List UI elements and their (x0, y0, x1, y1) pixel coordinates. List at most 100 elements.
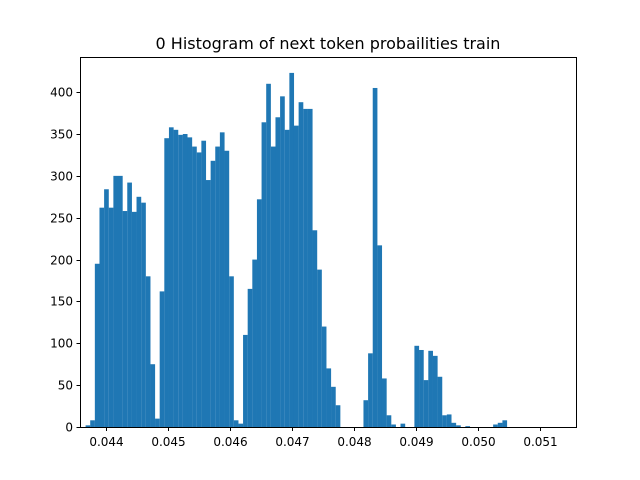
histogram-bar (497, 422, 503, 427)
histogram-bar (428, 350, 433, 427)
histogram-bar (219, 132, 225, 427)
histogram-bar (150, 364, 156, 427)
plot-frame (80, 57, 577, 428)
histogram-bar (127, 182, 132, 427)
histogram-bar (386, 415, 392, 427)
histogram-bar (99, 207, 105, 427)
histogram-bar (90, 420, 95, 427)
histogram-bar (201, 140, 207, 427)
histogram-bar (196, 152, 202, 427)
x-tick-label: 0.048 (337, 435, 371, 449)
histogram-bar (168, 127, 174, 427)
histogram-bar (321, 326, 327, 427)
histogram-bar (289, 72, 295, 428)
histogram-bar (275, 117, 281, 428)
histogram-bar (247, 288, 253, 427)
histogram-bar (298, 102, 304, 427)
histogram-bar (335, 405, 341, 427)
histogram-bar (326, 368, 332, 427)
histogram-bar (141, 202, 146, 427)
histogram-bar (442, 415, 447, 427)
histogram-bar (293, 125, 299, 427)
histogram-bar (252, 259, 257, 427)
x-tick-label: 0.044 (89, 435, 123, 449)
histogram-bar (178, 134, 183, 427)
histogram-bars (85, 72, 508, 428)
histogram-bar (368, 353, 373, 427)
histogram-bar (182, 134, 188, 427)
histogram-bar (229, 276, 234, 427)
histogram-bar (243, 334, 248, 427)
x-tick-label: 0.047 (275, 435, 309, 449)
y-tick-label: 250 (50, 212, 73, 226)
histogram-bar (261, 122, 267, 427)
histogram-bar (400, 423, 406, 427)
histogram-bar (312, 230, 318, 427)
histogram-bar (104, 189, 109, 427)
histogram-bar (372, 87, 378, 427)
histogram-bar (118, 175, 123, 427)
y-axis: 0 50 100 150 200 250 300 350 400 (50, 86, 81, 435)
histogram-bar (331, 386, 336, 427)
histogram-bar (187, 137, 193, 428)
y-tick-label: 0 (65, 421, 73, 435)
histogram-bar (502, 420, 508, 427)
histogram-bar (451, 422, 457, 427)
histogram-bar (419, 349, 424, 427)
x-axis: 0.044 0.045 0.046 0.047 0.048 0.049 0.050 0.051 (89, 427, 558, 449)
histogram-bar (423, 380, 429, 427)
histogram-bar (159, 291, 165, 427)
histogram-bar (493, 424, 498, 427)
histogram-bar (210, 160, 216, 428)
y-tick-label: 100 (50, 337, 73, 351)
histogram-bar (446, 414, 452, 427)
x-tick-label: 0.049 (399, 435, 433, 449)
y-tick-label: 400 (50, 86, 73, 100)
histogram-bar (256, 199, 262, 427)
histogram-bar (270, 146, 276, 427)
histogram-bar (164, 138, 169, 427)
histogram-bar (391, 424, 396, 427)
y-tick-label: 150 (50, 295, 73, 309)
histogram-bar (224, 150, 230, 427)
histogram-bar (238, 423, 244, 427)
histogram-bar (377, 245, 383, 427)
histogram-bar (94, 263, 100, 427)
x-tick-label: 0.050 (461, 435, 495, 449)
histogram-bar (192, 146, 197, 427)
histogram-bar (266, 83, 271, 427)
histogram-bar (122, 211, 128, 427)
histogram-bar (131, 211, 137, 427)
histogram-bar (437, 376, 443, 427)
x-tick-label: 0.046 (213, 435, 247, 449)
histogram-bar (233, 420, 239, 427)
histogram-bar (432, 355, 438, 427)
y-tick-label: 300 (50, 170, 73, 184)
histogram-bar (85, 425, 91, 427)
chart-title: 0 Histogram of next token probailities t… (156, 34, 501, 53)
histogram-bar (215, 146, 220, 427)
histogram-bar (206, 180, 211, 427)
x-tick-label: 0.045 (151, 435, 185, 449)
histogram-bar (173, 129, 179, 427)
histogram-bar (113, 175, 119, 427)
histogram-bar (155, 418, 160, 427)
histogram-bar (381, 378, 387, 427)
histogram-bar (280, 96, 285, 427)
histogram-bar (145, 276, 151, 427)
histogram-bar (465, 426, 471, 427)
histogram-bar (136, 196, 142, 427)
histogram-bar (456, 425, 461, 427)
histogram-bar (284, 129, 290, 427)
histogram-bar (317, 269, 322, 427)
histogram-bar (414, 345, 420, 427)
y-tick-label: 350 (50, 128, 73, 142)
histogram-bar (303, 108, 308, 428)
histogram-bar (108, 207, 114, 427)
histogram-bar (307, 108, 313, 428)
y-tick-label: 50 (58, 379, 73, 393)
y-tick-label: 200 (50, 254, 73, 268)
x-tick-label: 0.051 (523, 435, 557, 449)
histogram-bar (363, 400, 369, 427)
